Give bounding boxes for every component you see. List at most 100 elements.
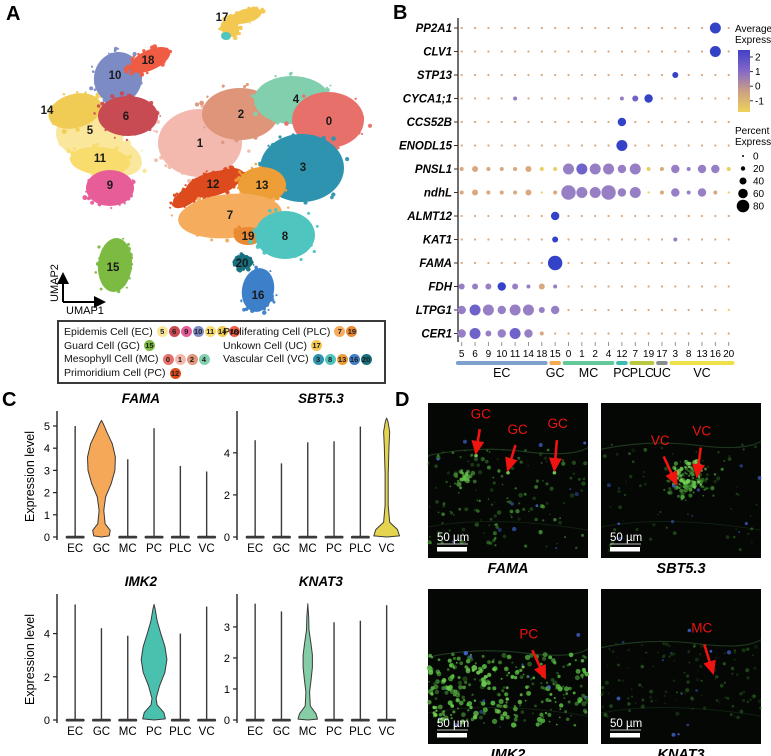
dot-PNSL1-19 xyxy=(646,167,651,171)
dot-PNSL1-9 xyxy=(486,167,491,171)
umap-cluster-17 xyxy=(218,6,266,41)
scale-text: 50 µm xyxy=(610,718,642,730)
dot-FAMA-10 xyxy=(500,261,503,265)
dot-PP2A1-15 xyxy=(554,26,557,30)
svg-text:0: 0 xyxy=(224,715,230,727)
dotplot-x-tick-18: 18 xyxy=(536,349,548,360)
dot-STP13-11 xyxy=(514,73,517,77)
dot-CER1-1 xyxy=(580,332,583,335)
percent-expressed-dot-20 xyxy=(740,166,746,171)
dot-FAMA-14 xyxy=(527,261,530,265)
dot-FAMA-4 xyxy=(607,261,610,265)
dot-KAT1-10 xyxy=(500,238,503,241)
dot-FAMA-8 xyxy=(687,261,690,265)
dot-PNSL1-8 xyxy=(686,167,691,171)
dot-ndhL-7 xyxy=(629,187,641,198)
dotplot-x-tick-6: 6 xyxy=(472,349,478,360)
scale-text: 50 µm xyxy=(437,718,469,730)
umap-cluster-label-15: 15 xyxy=(107,262,120,274)
umap-y-axis-label: UMAP2 xyxy=(49,264,61,302)
dot-CCS52B-2 xyxy=(594,120,597,124)
dot-CCS52B-16 xyxy=(714,120,717,124)
group-label-UC: UC xyxy=(653,366,671,380)
dot-LTPG1-6 xyxy=(469,304,481,316)
violin-cat-PC: PC xyxy=(326,726,342,738)
svg-text:2: 2 xyxy=(755,53,761,64)
dot-PNSL1-18 xyxy=(539,167,544,171)
dot-CCS52B-0 xyxy=(567,120,570,124)
violin-cat-GC: GC xyxy=(273,726,290,738)
umap-x-axis-label: UMAP1 xyxy=(66,305,104,317)
dot-LTPG1-2 xyxy=(594,308,597,312)
percent-expressed-dot-80 xyxy=(736,199,750,213)
dot-PP2A1-7 xyxy=(634,26,637,30)
dot-FDH-8 xyxy=(687,285,690,288)
dot-CYCA11-9 xyxy=(487,97,490,100)
dot-ENODL15-19 xyxy=(647,144,650,147)
dot-PP2A1-16 xyxy=(709,22,721,34)
dot-ndhL-17 xyxy=(659,190,664,195)
dot-ALMT12-2 xyxy=(594,214,597,218)
dot-CCS52B-8 xyxy=(687,120,690,124)
annotation-arrow-VC-0 xyxy=(662,455,678,486)
dot-ENODL15-4 xyxy=(607,144,610,147)
dot-FAMA-1 xyxy=(580,261,583,265)
dot-LTPG1-10 xyxy=(497,305,506,315)
legend-cluster-badge-5: 5 xyxy=(156,326,168,338)
svg-text:Express: Express xyxy=(735,137,771,148)
dot-CYCA11-4 xyxy=(607,97,610,100)
group-label-MC: MC xyxy=(579,366,598,380)
dot-FDH-3 xyxy=(674,285,677,288)
panel-b-label: B xyxy=(393,2,408,24)
gene-label-CER1: CER1 xyxy=(421,329,452,341)
dot-STP13-16 xyxy=(714,73,717,77)
svg-text:2: 2 xyxy=(44,672,50,684)
dot-CCS52B-13 xyxy=(700,120,704,124)
svg-text:2: 2 xyxy=(44,488,50,500)
dot-ENODL15-0 xyxy=(567,144,570,147)
dot-LTPG1-12 xyxy=(620,308,623,312)
dot-CLV1-4 xyxy=(607,50,610,53)
dotplot-x-tick-12: 12 xyxy=(616,349,628,360)
dot-ALMT12-14 xyxy=(527,214,530,218)
dot-ALMT12-20 xyxy=(727,214,730,218)
umap-cluster-label-13: 13 xyxy=(256,180,269,192)
dot-KAT1-9 xyxy=(487,238,490,241)
violin-cat-GC: GC xyxy=(93,543,110,555)
violin-cat-VC: VC xyxy=(199,726,215,738)
dot-FDH-14 xyxy=(526,284,531,289)
dot-STP13-0 xyxy=(567,73,570,77)
dot-CER1-12 xyxy=(620,332,623,335)
svg-text:20: 20 xyxy=(753,164,765,175)
violin-cat-EC: EC xyxy=(247,726,263,738)
gene-label-KAT1: KAT1 xyxy=(423,235,452,247)
dot-ndhL-15 xyxy=(553,190,558,195)
dot-CER1-10 xyxy=(497,329,506,338)
dotplot-x-tick-11: 11 xyxy=(510,349,521,360)
legend-cluster-badge-8: 8 xyxy=(324,353,336,365)
dot-CCS52B-6 xyxy=(473,120,477,124)
annotation-arrow-GC-2 xyxy=(548,440,562,473)
umap-cluster-label-6: 6 xyxy=(123,111,129,123)
dot-STP13-12 xyxy=(620,73,623,77)
dot-PNSL1-0 xyxy=(563,163,574,175)
dotplot-x-tick-14: 14 xyxy=(523,349,535,360)
gene-label-FAMA: FAMA xyxy=(419,258,452,270)
micrograph-caption-IMK2: IMK2 xyxy=(490,747,526,756)
dot-CCS52B-15 xyxy=(554,120,557,124)
umap-cluster-label-11: 11 xyxy=(94,153,107,165)
dot-LTPG1-11 xyxy=(509,304,521,316)
dot-LTPG1-14 xyxy=(522,304,534,316)
legend-cluster-badge-12: 12 xyxy=(169,367,181,379)
dot-ENODL15-7 xyxy=(634,144,637,147)
dot-ENODL15-8 xyxy=(687,144,690,147)
dot-ALMT12-13 xyxy=(700,214,704,218)
dot-STP13-2 xyxy=(594,73,597,77)
umap-cluster-label-9: 9 xyxy=(107,180,113,192)
umap-cluster-20 xyxy=(232,252,255,273)
annotation-arrow-GC-1 xyxy=(505,444,518,473)
dot-KAT1-11 xyxy=(514,238,517,241)
dot-CER1-4 xyxy=(607,332,610,335)
violin-cat-PLC: PLC xyxy=(169,543,191,555)
violin-cat-PC: PC xyxy=(146,726,162,738)
